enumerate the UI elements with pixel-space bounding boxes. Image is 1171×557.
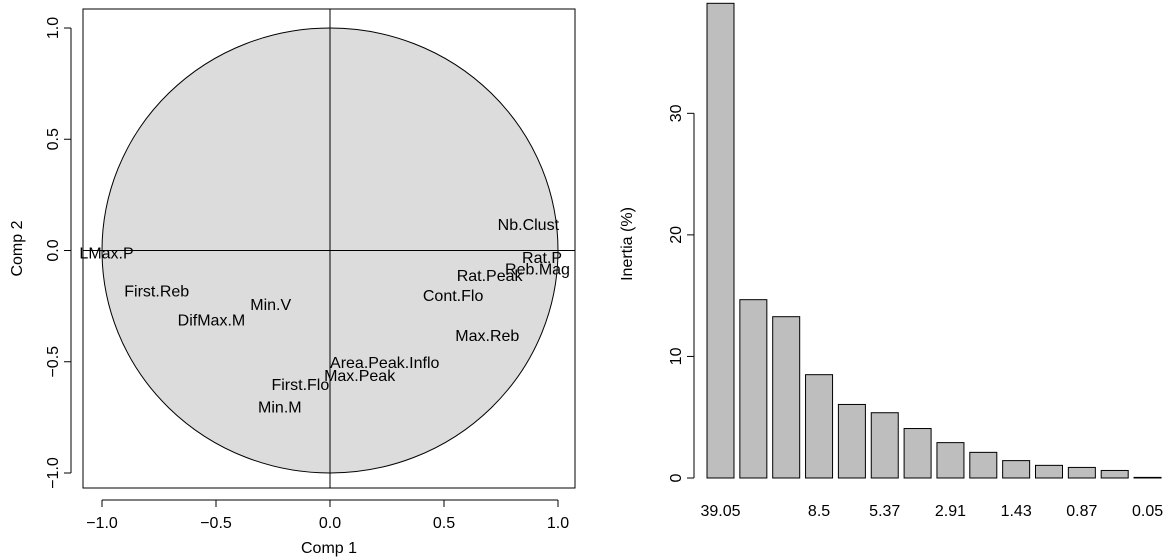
y-axis-label: Comp 2: [9, 220, 26, 276]
inertia-bar: [1035, 464, 1063, 479]
x-tick-label: 0.0: [319, 515, 341, 532]
variable-label: Max.Reb: [455, 328, 519, 345]
y-tick-label: −0.5: [45, 346, 62, 378]
x-axis-label: Comp 1: [301, 540, 357, 557]
variable-label: Min.V: [250, 297, 291, 314]
variable-label: Area.Peak.Inflo: [330, 355, 440, 372]
y-axis: 0 10 20 30: [668, 104, 695, 482]
y-tick-label: 20: [668, 226, 685, 244]
y-tick-label: 0.5: [45, 128, 62, 150]
x-tick-label: −0.5: [200, 515, 232, 532]
inertia-bar: [870, 412, 899, 479]
variable-label: LMax.P: [79, 246, 133, 263]
inertia-bar: [1002, 460, 1031, 479]
inertia-bar: [936, 442, 965, 479]
variable-label: Cont.Flo: [423, 288, 484, 305]
y-tick-label: 30: [668, 104, 685, 122]
variable-label: Max.Peak: [324, 368, 396, 385]
inertia-bar: [903, 428, 932, 479]
x-axis: −1.0 −0.5 0.0 0.5 1.0: [86, 499, 569, 532]
x-tick-label: 39.05: [700, 503, 740, 520]
inertia-bar: [969, 451, 998, 479]
y-axis-label: Inertia (%): [619, 207, 636, 281]
inertia-bar: [772, 316, 801, 479]
inertia-bar: [1100, 469, 1129, 479]
variable-label: Nb.Clust: [498, 217, 560, 234]
variable-label: Reb.Mag: [505, 261, 570, 278]
variable-label: First.Reb: [124, 284, 189, 301]
variable-label: Rat.Peak: [457, 268, 524, 285]
y-tick-label: 0.0: [45, 239, 62, 261]
plot-frame: [82, 8, 576, 489]
x-axis: 39.05 8.5 5.37 2.91 1.43 0.87 0.05: [700, 503, 1163, 520]
inertia-bar: [706, 2, 735, 479]
inertia-bar: [739, 299, 768, 479]
y-axis: −1.0 −0.5 0.0 0.5 1.0: [45, 17, 72, 489]
x-tick-label: 0.87: [1066, 503, 1097, 520]
x-tick-label: 2.91: [935, 503, 966, 520]
x-tick-label: 1.43: [1001, 503, 1032, 520]
x-tick-label: 8.5: [808, 503, 830, 520]
inertia-bar: [1133, 476, 1162, 479]
y-tick-label: −1.0: [45, 457, 62, 489]
y-tick-label: 1.0: [45, 17, 62, 39]
x-tick-label: 1.0: [547, 515, 569, 532]
inertia-bar: [805, 374, 834, 479]
y-tick-label: 10: [668, 347, 685, 365]
x-tick-label: −1.0: [86, 515, 118, 532]
x-tick-label: 5.37: [869, 503, 900, 520]
variable-label: Min.M: [258, 399, 302, 416]
y-tick-label: 0: [668, 473, 685, 482]
inertia-bar: [837, 403, 866, 479]
x-tick-label: 0.05: [1132, 503, 1163, 520]
x-tick-label: 0.5: [433, 515, 455, 532]
variable-label: First.Flo: [271, 377, 329, 394]
inertia-bar-panel: 39.05 8.5 5.37 2.91 1.43 0.87 0.05 0 10 20 30 Ine…: [619, 2, 1163, 520]
variable-label: DifMax.M: [178, 312, 246, 329]
variable-label: Rat.P: [522, 250, 562, 267]
inertia-bar: [1067, 466, 1096, 479]
origin-axis-lines: [83, 9, 575, 488]
bars: [706, 2, 1162, 479]
